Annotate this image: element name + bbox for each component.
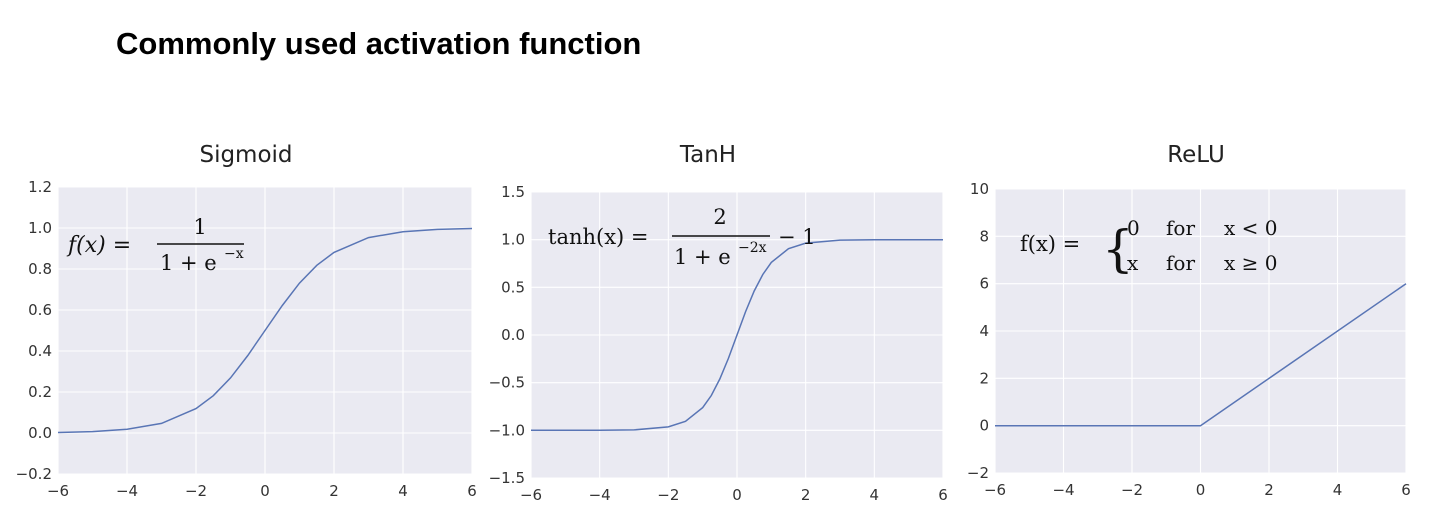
sigmoid-series-line xyxy=(57,227,473,434)
sigmoid-x-tick-label-1: −4 xyxy=(116,482,138,500)
sigmoid-x-tick-label-4: 2 xyxy=(329,482,339,500)
tanh-chart: TanH −6 −4 −2 0 2 4 6 −1.5 −1.0 −0.5 0.0 0.5 1.0 1.5… xyxy=(489,142,948,504)
sigmoid-y-tick-label-7: 1.2 xyxy=(28,178,52,196)
tanh-formula: tanh(x) = 2 1 + e −2x − 1 xyxy=(548,205,816,269)
relu-y-tick-label-0: −2 xyxy=(967,464,989,482)
relu-x-tick-label-6: 6 xyxy=(1401,481,1411,499)
sigmoid-y-tick-label-5: 0.8 xyxy=(28,260,52,278)
sigmoid-x-tick-label-0: −6 xyxy=(47,482,69,500)
tanh-x-tick-label-5: 4 xyxy=(870,486,880,504)
relu-y-ticks: −2 0 2 4 6 8 10 xyxy=(967,180,989,482)
relu-case-1-word: for xyxy=(1166,251,1195,275)
relu-series-line xyxy=(995,283,1407,427)
relu-x-tick-label-3: 0 xyxy=(1196,481,1206,499)
relu-formula-lhs: f(x) = xyxy=(1020,232,1080,256)
relu-x-tick-label-2: −2 xyxy=(1121,481,1143,499)
relu-case-0-word: for xyxy=(1166,216,1195,240)
relu-y-tick-label-3: 4 xyxy=(979,322,989,340)
sigmoid-y-tick-label-0: −0.2 xyxy=(16,465,52,483)
relu-title: ReLU xyxy=(1167,142,1225,168)
tanh-y-tick-label-6: 1.5 xyxy=(501,183,525,201)
relu-formula: f(x) = { 0 for x < 0 x for x ≥ 0 xyxy=(1020,216,1277,278)
svg-text:f(x) =: f(x) = xyxy=(66,233,131,258)
relu-x-tick-label-1: −4 xyxy=(1052,481,1074,499)
tanh-y-tick-label-5: 1.0 xyxy=(501,231,525,249)
page-title: Commonly used activation function xyxy=(116,26,642,61)
sigmoid-y-tick-label-2: 0.2 xyxy=(28,383,52,401)
relu-chart: ReLU −6 −4 −2 0 2 4 6 −2 0 2 4 6 8 10 f(x) = { 0 for… xyxy=(967,142,1411,499)
tanh-series-line xyxy=(530,238,944,432)
tanh-y-tick-label-1: −1.0 xyxy=(489,421,525,439)
tanh-formula-lhs: tanh(x) = xyxy=(548,225,649,249)
sigmoid-y-ticks: −0.2 0.0 0.2 0.4 0.6 0.8 1.0 1.2 xyxy=(16,178,52,483)
tanh-x-tick-label-4: 2 xyxy=(801,486,811,504)
relu-formula-brace: { xyxy=(1102,220,1134,278)
sigmoid-x-tick-label-2: −2 xyxy=(185,482,207,500)
relu-y-tick-label-2: 2 xyxy=(979,369,989,387)
sigmoid-chart: Sigmoid −6 −4 −2 0 2 4 6 −0.2 0.0 0.2 0.4 0.6 0.8 1.… xyxy=(16,142,477,500)
tanh-y-tick-label-4: 0.5 xyxy=(501,278,525,296)
sigmoid-y-tick-label-6: 1.0 xyxy=(28,219,52,237)
sigmoid-y-tick-label-1: 0.0 xyxy=(28,424,52,442)
tanh-formula-exponent: −2x xyxy=(738,240,767,256)
sigmoid-title: Sigmoid xyxy=(199,142,292,168)
relu-y-tick-label-5: 8 xyxy=(979,227,989,245)
relu-x-tick-label-0: −6 xyxy=(984,481,1006,499)
sigmoid-formula: f(x) = 1 1 + e −x xyxy=(66,215,244,275)
sigmoid-x-tick-label-5: 4 xyxy=(398,482,408,500)
sigmoid-x-tick-label-6: 6 xyxy=(467,482,477,500)
tanh-title: TanH xyxy=(679,142,736,168)
tanh-y-ticks: −1.5 −1.0 −0.5 0.0 0.5 1.0 1.5 xyxy=(489,183,525,487)
sigmoid-formula-exponent: −x xyxy=(224,246,244,262)
tanh-x-tick-label-3: 0 xyxy=(732,486,742,504)
sigmoid-y-tick-label-4: 0.6 xyxy=(28,301,52,319)
relu-grid xyxy=(994,188,1407,474)
tanh-y-tick-label-0: −1.5 xyxy=(489,469,525,487)
relu-case-1-condition: x ≥ 0 xyxy=(1224,251,1277,275)
tanh-formula-denominator: 1 + e xyxy=(674,245,731,269)
sigmoid-formula-numerator: 1 xyxy=(193,215,206,239)
relu-case-1-value: x xyxy=(1127,251,1139,275)
tanh-formula-numerator: 2 xyxy=(713,205,726,229)
tanh-x-tick-label-1: −4 xyxy=(589,486,611,504)
sigmoid-x-tick-label-3: 0 xyxy=(260,482,270,500)
relu-case-0-condition: x < 0 xyxy=(1224,216,1277,240)
tanh-y-tick-label-3: 0.0 xyxy=(501,326,525,344)
tanh-y-tick-label-2: −0.5 xyxy=(489,374,525,392)
relu-y-tick-label-4: 6 xyxy=(979,275,989,293)
tanh-formula-suffix: − 1 xyxy=(778,225,816,249)
tanh-x-tick-label-2: −2 xyxy=(657,486,679,504)
tanh-x-tick-label-6: 6 xyxy=(938,486,948,504)
sigmoid-formula-lhs: f(x) = xyxy=(66,233,131,258)
sigmoid-y-tick-label-3: 0.4 xyxy=(28,342,52,360)
relu-x-tick-label-4: 2 xyxy=(1264,481,1274,499)
relu-x-tick-label-5: 4 xyxy=(1333,481,1343,499)
tanh-x-tick-label-0: −6 xyxy=(520,486,542,504)
tanh-x-ticks: −6 −4 −2 0 2 4 6 xyxy=(520,486,948,504)
sigmoid-x-ticks: −6 −4 −2 0 2 4 6 xyxy=(47,482,477,500)
relu-x-ticks: −6 −4 −2 0 2 4 6 xyxy=(984,481,1411,499)
sigmoid-grid xyxy=(57,186,473,475)
sigmoid-formula-denominator: 1 + e xyxy=(160,251,217,275)
relu-y-tick-label-1: 0 xyxy=(979,417,989,435)
relu-y-tick-label-6: 10 xyxy=(970,180,989,198)
relu-case-0-value: 0 xyxy=(1127,216,1140,240)
